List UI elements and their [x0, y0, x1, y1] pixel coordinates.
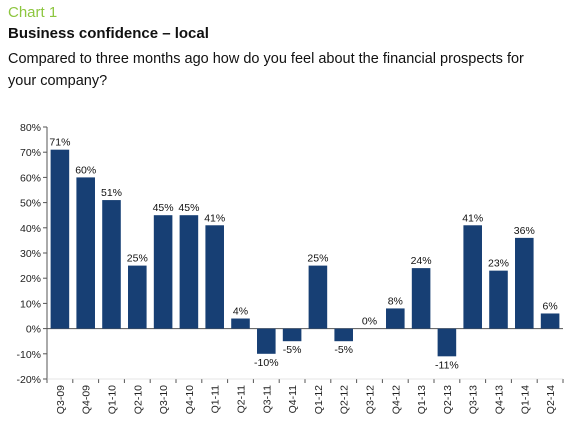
bar-Q3-10	[153, 215, 173, 329]
x-tick-label: Q4-10	[184, 385, 196, 414]
data-label: 41%	[462, 212, 483, 224]
bar-Q1-11	[205, 225, 224, 329]
data-label: -10%	[254, 357, 279, 369]
x-tick-label: Q1-14	[519, 385, 531, 414]
bar-Q2-13	[437, 328, 457, 357]
chart-number-label: Chart 1	[8, 4, 58, 21]
x-tick-label: Q3-13	[468, 385, 480, 414]
bar-Q2-11	[231, 318, 250, 329]
y-tick-label: 60%	[20, 172, 41, 184]
y-tick-label: 0%	[26, 324, 41, 336]
x-tick-label: Q3-11	[261, 385, 273, 414]
data-label: 24%	[411, 255, 432, 267]
x-tick-label: Q1-11	[210, 385, 222, 414]
data-label: 71%	[49, 137, 70, 149]
bar-Q2-12	[334, 328, 353, 342]
y-tick-label: 50%	[20, 198, 41, 210]
bar-Q4-11	[282, 328, 302, 342]
x-tick-label: Q4-12	[390, 385, 402, 414]
bar-Q1-10	[102, 200, 121, 329]
x-tick-label: Q1-12	[313, 385, 325, 414]
y-tick-label: 10%	[20, 298, 41, 310]
y-tick-label: -20%	[16, 374, 41, 386]
bar-Q4-13	[489, 270, 508, 329]
y-tick-label: 20%	[20, 273, 41, 285]
data-label: 45%	[178, 202, 199, 214]
data-label: 60%	[75, 164, 96, 176]
x-tick-label: Q2-10	[132, 385, 144, 414]
data-label: 36%	[514, 225, 535, 237]
chart-title: Business confidence – local	[8, 25, 209, 42]
data-label: 25%	[127, 253, 148, 265]
data-label: 8%	[388, 295, 403, 307]
x-tick-label: Q2-14	[545, 385, 557, 414]
bar-Q3-09	[50, 149, 70, 329]
data-label: 6%	[543, 300, 558, 312]
x-tick-label: Q2-12	[339, 385, 351, 414]
bar-Q4-12	[386, 308, 405, 329]
bar-Q4-09	[76, 177, 95, 329]
data-label: 4%	[233, 306, 248, 318]
x-tick-label: Q3-12	[365, 385, 377, 414]
data-label: -5%	[283, 344, 302, 356]
y-tick-label: -10%	[16, 349, 41, 361]
x-tick-label: Q3-10	[158, 385, 170, 414]
data-label: -11%	[435, 359, 459, 371]
bar-Q1-12	[308, 265, 328, 329]
x-tick-label: Q2-13	[442, 385, 454, 414]
x-tick-label: Q4-11	[287, 385, 299, 414]
y-tick-label: 30%	[20, 248, 41, 260]
x-tick-label: Q4-09	[81, 385, 93, 414]
bar-Q2-10	[128, 265, 147, 329]
data-label: 51%	[101, 187, 122, 199]
y-tick-label: 80%	[20, 122, 41, 134]
data-label: 0%	[362, 316, 377, 328]
y-tick-label: 70%	[20, 147, 41, 159]
x-tick-label: Q2-11	[236, 385, 248, 414]
data-label: 41%	[204, 212, 225, 224]
bar-Q3-13	[463, 225, 482, 329]
chart-subtitle: Compared to three months ago how do you …	[8, 51, 524, 89]
bar-Q4-10	[179, 215, 199, 329]
y-tick-label: 40%	[20, 223, 41, 235]
bar-Q2-14	[540, 313, 560, 329]
bar-Q1-14	[515, 237, 534, 329]
data-label: 45%	[153, 202, 174, 214]
x-tick-label: Q1-13	[416, 385, 428, 414]
x-tick-label: Q3-09	[55, 385, 67, 414]
data-label: -5%	[334, 344, 353, 356]
x-tick-label: Q4-13	[494, 385, 506, 414]
data-label: 23%	[488, 258, 509, 270]
data-label: 25%	[307, 253, 328, 265]
bar-Q1-13	[411, 268, 431, 329]
bar-Q3-11	[257, 328, 276, 354]
x-tick-label: Q1-10	[107, 385, 119, 414]
